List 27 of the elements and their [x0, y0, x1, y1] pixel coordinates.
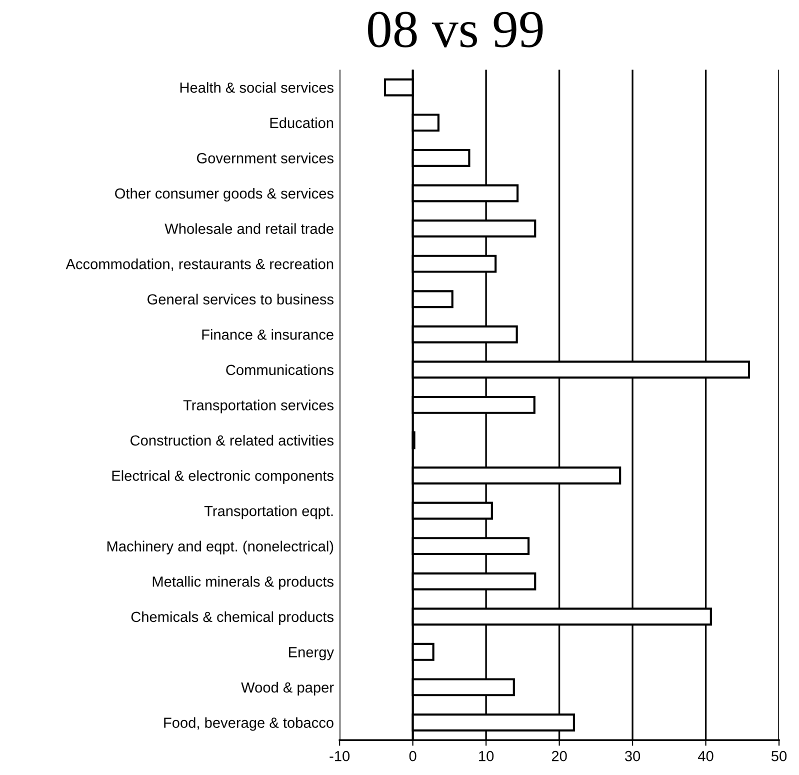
y-tick-label: Transportation services: [183, 400, 334, 414]
y-tick-label: Health & social services: [180, 82, 334, 93]
x-tick-label: -10: [330, 750, 350, 762]
y-tick-label: Other consumer goods & services: [115, 188, 334, 202]
x-tick-label: 40: [698, 750, 714, 762]
y-tick-label: Accommodation, restaurants & recreation: [66, 258, 334, 271]
y-tick-label: Energy: [289, 647, 334, 660]
x-tick-label: 10: [479, 750, 494, 762]
y-tick-label: Construction & related activities: [130, 434, 334, 446]
x-tick-label: 0: [409, 750, 416, 762]
y-tick-label: Chemicals & chemical products: [131, 611, 334, 625]
y-tick-label: Transportation eqpt.: [204, 506, 333, 520]
y-tick-label: Government services: [196, 152, 334, 164]
chart-title: 08 vs 99: [368, 12, 543, 48]
y-tick-label: Communications: [226, 364, 334, 376]
x-tick-label: 30: [624, 750, 640, 762]
x-tick-label: 50: [772, 750, 787, 762]
y-tick-label: Metallic minerals & products: [152, 576, 334, 590]
y-tick-label: Finance & insurance: [202, 329, 334, 340]
y-tick-label: General services to business: [148, 294, 334, 305]
y-tick-label: Wood & paper: [241, 682, 334, 696]
y-tick-label: Machinery and eqpt. (nonelectrical): [107, 540, 334, 554]
y-tick-label: Food, beverage & tobacco: [164, 717, 334, 731]
y-tick-label: Education: [270, 117, 334, 128]
y-tick-label: Electrical & electronic components: [112, 470, 334, 484]
y-tick-label: Wholesale and retail trade: [164, 223, 334, 234]
x-tick-label: 20: [552, 750, 567, 762]
